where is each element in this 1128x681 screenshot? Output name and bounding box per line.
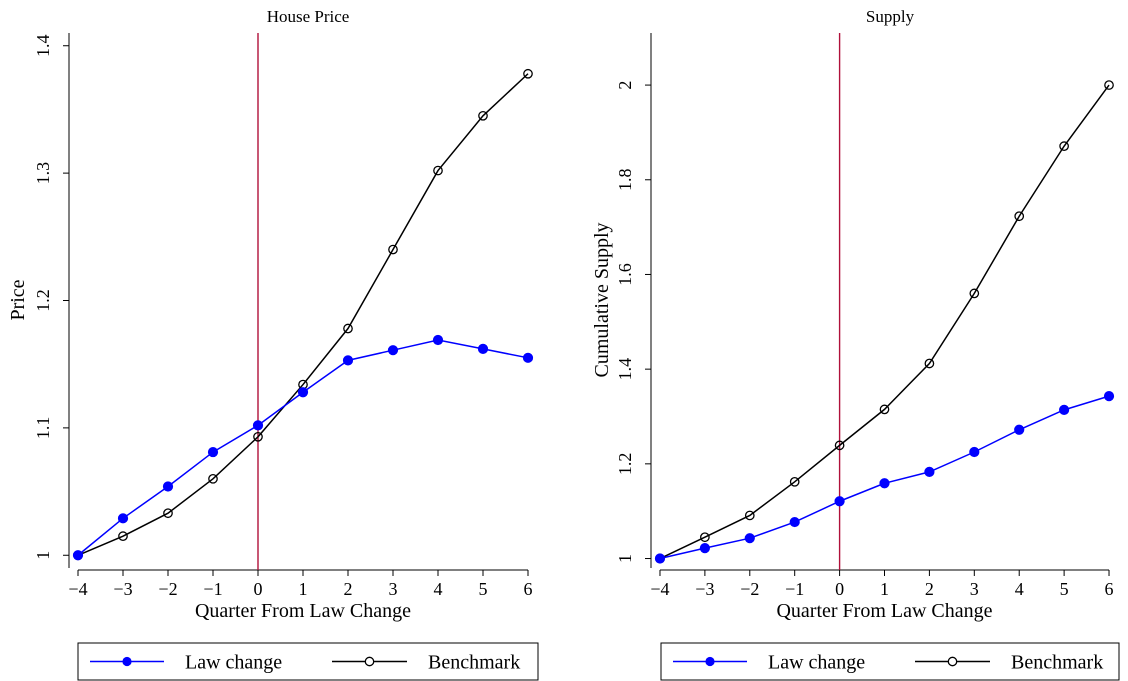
y-tick-label: 1 bbox=[33, 551, 53, 560]
y-tick-label: 1 bbox=[615, 554, 635, 563]
data-point-law-change bbox=[1103, 391, 1115, 402]
x-tick-label: −4 bbox=[650, 579, 669, 599]
series-line-benchmark bbox=[77, 73, 529, 556]
y-tick-label: 2 bbox=[615, 81, 635, 90]
x-tick-label: 4 bbox=[1015, 579, 1024, 599]
data-point-law-change bbox=[789, 516, 800, 528]
x-tick-label: 1 bbox=[299, 579, 308, 599]
x-tick-label: 0 bbox=[835, 579, 844, 599]
data-point-benchmark bbox=[388, 244, 398, 255]
data-point-benchmark bbox=[433, 165, 443, 176]
y-tick-label: 1.6 bbox=[615, 263, 635, 286]
panel-title: Supply bbox=[866, 7, 915, 26]
y-axis-label: Price bbox=[7, 279, 29, 320]
data-point-benchmark bbox=[253, 431, 263, 442]
data-point-law-change bbox=[252, 420, 264, 431]
data-point-law-change bbox=[72, 550, 84, 561]
series-line-law-change bbox=[659, 395, 1110, 560]
x-tick-label: 3 bbox=[970, 579, 979, 599]
y-axis-label: Cumulative Supply bbox=[591, 223, 613, 378]
data-point-law-change bbox=[654, 553, 666, 564]
data-point-benchmark bbox=[924, 358, 935, 369]
x-tick-label: 2 bbox=[925, 579, 934, 599]
x-tick-label: −3 bbox=[695, 579, 714, 599]
x-tick-label: −4 bbox=[68, 579, 87, 599]
data-point-law-change bbox=[744, 533, 755, 544]
data-point-benchmark bbox=[208, 473, 218, 484]
data-point-benchmark bbox=[969, 288, 980, 299]
legend-marker-law-change bbox=[122, 656, 132, 667]
x-axis-label: Quarter From Law Change bbox=[195, 600, 411, 622]
data-point-benchmark bbox=[343, 323, 353, 334]
data-point-law-change bbox=[969, 446, 980, 458]
y-tick-label: 1.8 bbox=[615, 169, 635, 192]
data-point-benchmark bbox=[1104, 80, 1114, 90]
x-tick-label: 6 bbox=[524, 579, 533, 599]
series-line-law-change bbox=[77, 339, 529, 556]
panel-title: House Price bbox=[267, 7, 350, 26]
data-point-law-change bbox=[522, 352, 534, 363]
data-point-law-change bbox=[1059, 404, 1070, 415]
data-point-benchmark bbox=[744, 510, 755, 521]
supply-panel: Supply 1 1.2 1.4 1.6 1.8 2 −4 −3 −2 −1 0 1 2 3 4 5 6 Quart… bbox=[591, 7, 1120, 681]
data-point-law-change bbox=[477, 343, 489, 355]
legend: Law change Benchmark bbox=[77, 642, 539, 681]
x-tick-label: 5 bbox=[1060, 579, 1069, 599]
data-point-law-change bbox=[297, 387, 309, 398]
data-point-benchmark bbox=[789, 476, 800, 487]
data-point-law-change bbox=[342, 355, 354, 366]
data-point-benchmark bbox=[1014, 211, 1025, 222]
data-point-law-change bbox=[162, 481, 174, 492]
x-tick-label: −2 bbox=[740, 579, 759, 599]
legend-label-law-change: Law change bbox=[768, 652, 865, 674]
data-point-law-change bbox=[879, 478, 890, 489]
data-point-law-change bbox=[924, 466, 935, 477]
legend-label-law-change: Law change bbox=[185, 652, 282, 674]
x-tick-label: −1 bbox=[203, 579, 222, 599]
data-point-law-change bbox=[207, 446, 219, 458]
data-point-benchmark bbox=[879, 404, 890, 415]
x-tick-label: 2 bbox=[344, 579, 353, 599]
legend-marker-law-change bbox=[705, 656, 715, 667]
legend-label-benchmark: Benchmark bbox=[1011, 652, 1103, 674]
x-tick-label: 4 bbox=[434, 579, 443, 599]
x-axis-label: Quarter From Law Change bbox=[776, 600, 992, 622]
data-point-benchmark bbox=[478, 110, 488, 121]
data-point-law-change bbox=[834, 496, 845, 507]
y-tick-label: 1.4 bbox=[33, 34, 53, 57]
legend-marker-benchmark bbox=[364, 656, 375, 667]
data-point-law-change bbox=[387, 345, 399, 356]
y-tick-label: 1.2 bbox=[615, 453, 635, 476]
x-tick-label: 6 bbox=[1105, 579, 1114, 599]
legend: Law change Benchmark bbox=[660, 642, 1120, 681]
house-price-panel: House Price 1 1.1 1.2 1.3 1.4 −4 −3 −2 −1 0 1 2 3 4 5 6 Q… bbox=[7, 7, 539, 681]
x-tick-label: 0 bbox=[254, 579, 263, 599]
data-point-benchmark bbox=[163, 508, 173, 519]
data-point-benchmark bbox=[1059, 141, 1069, 152]
legend-label-benchmark: Benchmark bbox=[428, 652, 520, 674]
y-tick-label: 1.2 bbox=[33, 289, 53, 312]
data-point-law-change bbox=[432, 334, 444, 346]
x-tick-label: 1 bbox=[880, 579, 889, 599]
data-point-law-change bbox=[699, 543, 710, 554]
data-point-benchmark bbox=[700, 532, 710, 543]
x-tick-label: 5 bbox=[479, 579, 488, 599]
data-point-law-change bbox=[1014, 424, 1025, 435]
series-line-benchmark bbox=[659, 84, 1110, 560]
x-tick-label: −3 bbox=[113, 579, 132, 599]
data-point-benchmark bbox=[834, 440, 845, 451]
legend-marker-benchmark bbox=[947, 656, 958, 667]
x-tick-label: −2 bbox=[158, 579, 177, 599]
x-tick-label: 3 bbox=[389, 579, 398, 599]
y-tick-label: 1.1 bbox=[33, 417, 53, 440]
data-point-benchmark bbox=[118, 531, 128, 542]
data-point-law-change bbox=[117, 513, 129, 524]
x-tick-label: −1 bbox=[785, 579, 804, 599]
y-tick-label: 1.3 bbox=[33, 162, 53, 185]
data-point-benchmark bbox=[523, 68, 533, 79]
y-tick-label: 1.4 bbox=[615, 358, 635, 381]
legend-box bbox=[77, 642, 539, 681]
